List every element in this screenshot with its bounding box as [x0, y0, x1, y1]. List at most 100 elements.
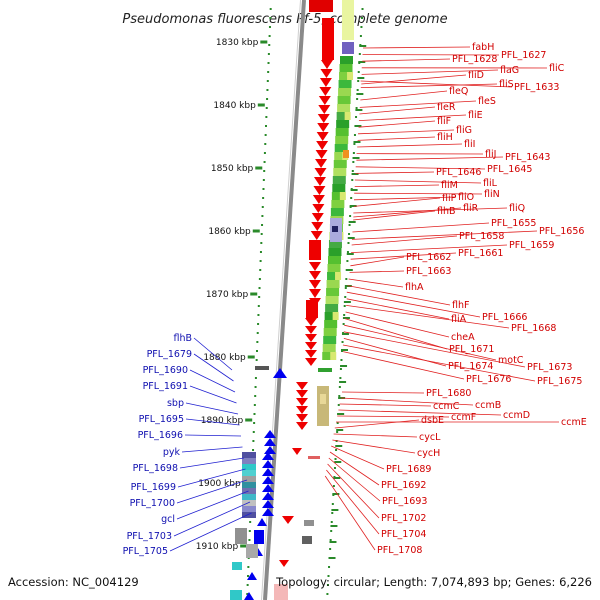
inner-dot	[267, 71, 270, 73]
forward-gene-arrow	[321, 60, 333, 69]
gene-label: PFL_1663	[406, 266, 451, 277]
inner-dot	[265, 125, 267, 127]
outer-dot	[341, 341, 344, 343]
outer-dot	[326, 593, 329, 595]
leader-line	[185, 418, 240, 426]
outer-dot	[358, 53, 361, 55]
tick-label: 1850 kbp	[211, 164, 254, 174]
topology-summary-text: Topology: circular; Length: 7,074,893 bp…	[275, 575, 592, 589]
gene-label: PFL_1655	[491, 218, 536, 229]
forward-gene-arrow	[319, 78, 332, 87]
inner-dot	[253, 404, 256, 406]
strip-block	[328, 256, 341, 264]
forward-gene-arrow	[315, 150, 328, 159]
forward-gene-arrow	[312, 204, 325, 213]
strip-block	[326, 280, 340, 288]
strip-block	[330, 208, 344, 216]
feature-strips	[230, 0, 354, 600]
outer-dot	[346, 260, 349, 262]
leader-line	[360, 90, 448, 101]
strip-block	[242, 482, 256, 488]
strip-block	[304, 520, 314, 526]
reverse-gene-arrow	[262, 460, 274, 468]
forward-gene-arrow	[279, 560, 289, 567]
leader-line	[179, 457, 245, 469]
leader-line	[359, 100, 477, 108]
leader-line	[354, 192, 483, 195]
strip-block	[339, 64, 353, 72]
leader-line	[169, 512, 252, 552]
outer-dot	[338, 386, 341, 388]
gene-label: fliG	[456, 125, 472, 136]
strip-block	[335, 136, 349, 144]
strip-block	[322, 344, 336, 352]
outer-dot	[331, 503, 334, 505]
gene-label: fliI	[464, 139, 475, 150]
gene-label: PFL_1705	[123, 546, 168, 557]
gene-label: ccmD	[503, 410, 530, 421]
strip-block	[333, 160, 347, 168]
strip-block	[232, 562, 242, 570]
inner-dot	[265, 116, 268, 118]
leader-line	[350, 252, 457, 260]
strip-block	[325, 304, 339, 312]
gene-label: flaG	[500, 65, 519, 76]
tick-label: 1860 kbp	[208, 227, 251, 237]
inner-dot	[264, 143, 267, 145]
outer-dot	[347, 242, 350, 244]
leader-line	[357, 143, 463, 148]
outer-dot	[343, 305, 346, 307]
leader-line	[328, 457, 381, 502]
gene-label: fliR	[463, 203, 479, 214]
gene-label: PFL_1693	[382, 496, 427, 507]
gene-label: fliD	[468, 70, 484, 81]
outer-dot	[335, 449, 338, 451]
outer-dot	[360, 26, 363, 28]
forward-gene-arrow	[282, 516, 294, 524]
strip-block	[331, 192, 345, 200]
inner-dot	[256, 341, 259, 343]
leader-line	[327, 463, 380, 519]
leader-line	[176, 490, 249, 520]
leader-line	[342, 344, 536, 382]
inner-dot	[261, 206, 264, 208]
inner-dot	[266, 98, 269, 100]
gene-label: PFL_1689	[386, 464, 431, 475]
kbp-ruler: 1830 kbp 1840 kbp 1850 kbp 1860 kbp 1870 kbp…	[196, 38, 367, 559]
reverse-gene-arrow	[257, 518, 267, 526]
leader-line	[353, 210, 436, 221]
leader-line	[350, 256, 405, 267]
gene-label: PFL_1680	[426, 388, 471, 399]
outer-dot	[356, 89, 359, 91]
strip-block	[274, 584, 288, 600]
reverse-gene-arrow	[262, 476, 274, 484]
leader-line	[185, 402, 239, 415]
strip-block	[336, 112, 350, 120]
gene-label: fliM	[441, 180, 458, 191]
gene-label: PFL_1627	[501, 50, 546, 61]
leader-line	[339, 403, 432, 407]
outer-dot	[339, 377, 342, 379]
gene-label: ccmF	[451, 412, 476, 423]
inner-dot	[260, 242, 263, 244]
gene-label: PFL_1646	[436, 167, 481, 178]
forward-gene-arrow	[311, 213, 324, 222]
gene-label: pyk	[163, 447, 181, 458]
outer-dot	[360, 17, 363, 19]
strip-block	[320, 394, 326, 404]
gene-label: fliL	[483, 178, 498, 189]
strip-block	[339, 192, 346, 200]
forward-gene-arrow	[296, 414, 308, 422]
forward-gene-arrow	[310, 231, 323, 240]
forward-gene-arrow	[319, 87, 332, 96]
gene-label: fliC	[549, 63, 565, 74]
leader-line	[338, 409, 502, 416]
gene-label: cheA	[451, 332, 475, 343]
strip-block	[323, 336, 337, 344]
strip-block	[342, 42, 354, 54]
gene-label: fliF	[437, 116, 451, 127]
inner-dot	[258, 287, 261, 289]
leader-line	[329, 451, 380, 486]
gene-label: fliQ	[509, 203, 525, 214]
forward-gene-arrow	[318, 96, 331, 105]
